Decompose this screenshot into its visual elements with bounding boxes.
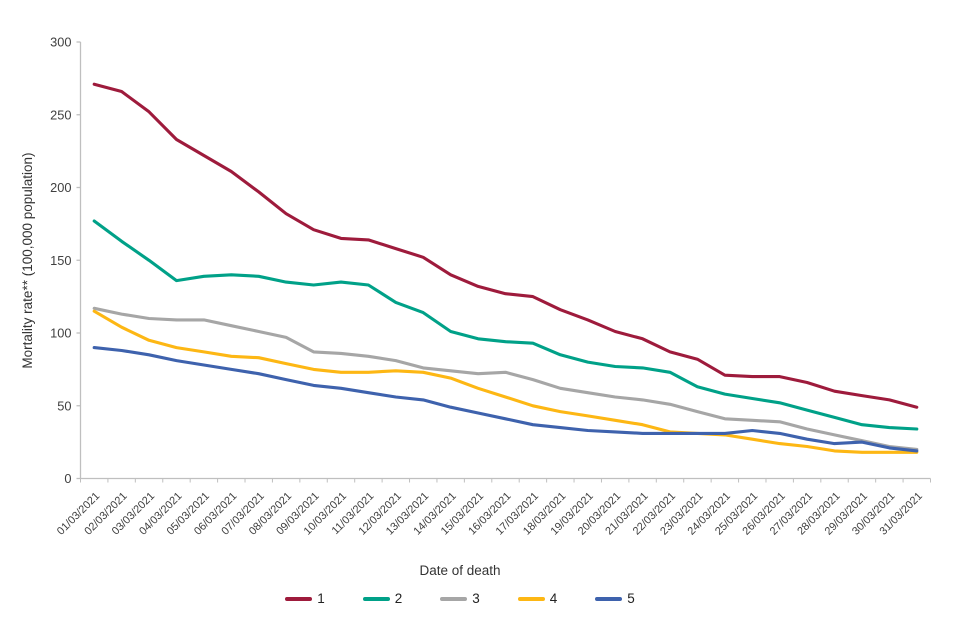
y-tick-label: 200 <box>50 180 71 195</box>
legend: 1 2 3 4 5 <box>0 591 920 606</box>
y-tick-label: 250 <box>50 107 71 122</box>
series-line-5 <box>92 346 919 453</box>
y-tick-label: 150 <box>50 253 71 268</box>
legend-swatch-4 <box>517 596 545 601</box>
legend-label-3: 3 <box>472 591 480 606</box>
y-tick-label: 0 <box>64 471 71 486</box>
series-line-4 <box>92 309 919 454</box>
legend-swatch-3 <box>440 596 468 601</box>
legend-label-5: 5 <box>627 591 635 606</box>
series-line-2 <box>92 219 919 431</box>
legend-item-4: 4 <box>517 591 558 606</box>
legend-item-5: 5 <box>595 591 635 606</box>
legend-item-1: 1 <box>285 591 325 606</box>
legend-label-4: 4 <box>549 591 558 606</box>
y-tick-label: 300 <box>50 35 71 50</box>
series-line-1 <box>92 82 919 409</box>
legend-swatch-1 <box>285 596 313 601</box>
legend-item-3: 3 <box>440 591 480 606</box>
x-axis-title: Date of death <box>419 563 501 578</box>
series-line-3 <box>92 306 919 451</box>
legend-swatch-5 <box>595 596 623 601</box>
legend-label-2: 2 <box>394 591 403 606</box>
legend-label-1: 1 <box>317 591 325 606</box>
legend-swatch-2 <box>362 596 390 601</box>
y-tick-label: 100 <box>50 326 71 341</box>
y-tick-label: 50 <box>57 398 71 413</box>
y-axis-title: Mortality rate** (100,000 population) <box>20 152 35 369</box>
legend-item-2: 2 <box>362 591 403 606</box>
